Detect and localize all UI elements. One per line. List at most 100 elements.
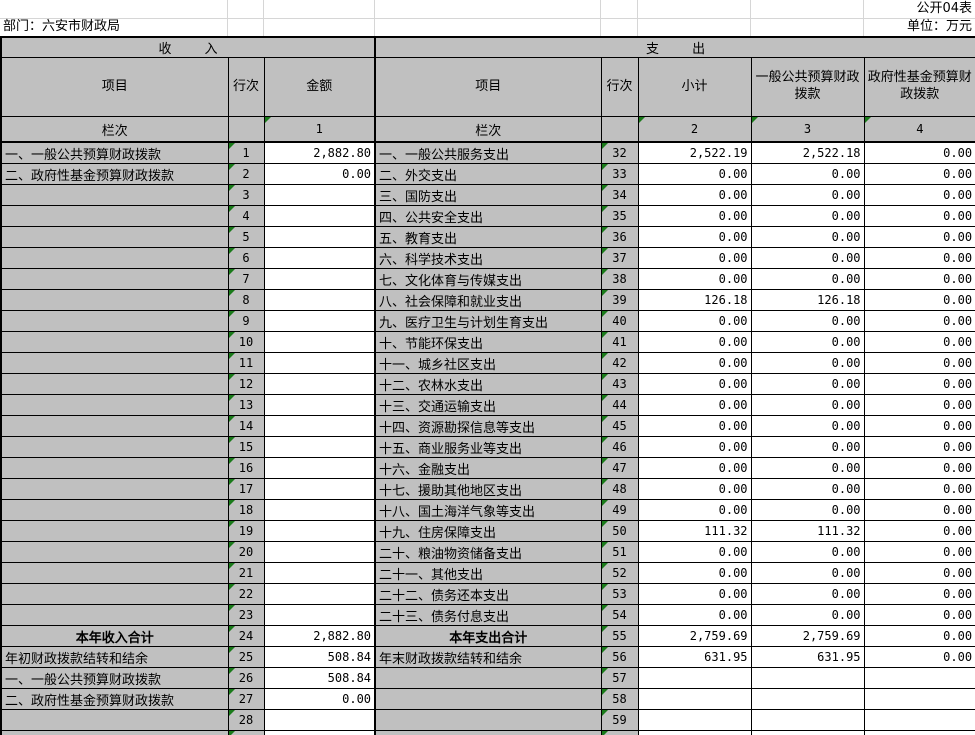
expenditure-item-cell[interactable]: 二十、粮油物资储备支出 [374,541,602,563]
expenditure-fund-cell[interactable]: 0.00 [863,373,975,395]
income-item-cell[interactable] [0,268,229,290]
expenditure-rowno-cell[interactable]: 35 [600,205,639,227]
expenditure-item-cell[interactable] [374,709,602,731]
expenditure-item-cell[interactable] [374,667,602,689]
expenditure-fund-cell[interactable] [863,709,975,731]
expenditure-subtotal-cell[interactable]: 0.00 [637,268,752,290]
expenditure-fund-cell[interactable]: 0.00 [863,352,975,374]
expenditure-fund-cell[interactable]: 0.00 [863,141,975,164]
expenditure-rowno-cell[interactable]: 47 [600,457,639,479]
expenditure-general-cell[interactable]: 0.00 [750,310,865,332]
expenditure-item-cell[interactable]: 十五、商业服务业等支出 [374,436,602,458]
income-lanci-blank[interactable] [227,116,265,143]
expenditure-rowno-cell[interactable]: 44 [600,394,639,416]
expenditure-item-cell[interactable]: 十、节能环保支出 [374,331,602,353]
expenditure-item-header[interactable]: 项目 [374,57,602,117]
income-item-cell[interactable]: 一、一般公共预算财政拨款 [0,141,229,164]
income-item-cell[interactable] [0,604,229,626]
income-amount-cell[interactable] [263,247,376,269]
expenditure-item-cell[interactable]: 十一、城乡社区支出 [374,352,602,374]
expenditure-fund-cell[interactable] [863,667,975,689]
expenditure-general-cell[interactable]: 0.00 [750,415,865,437]
expenditure-govfund-header[interactable]: 政府性基金预算财政拨款 [863,57,975,117]
expenditure-general-cell[interactable] [750,688,865,710]
expenditure-subtotal-cell[interactable]: 0.00 [637,583,752,605]
expenditure-fund-cell[interactable]: 0.00 [863,226,975,248]
expenditure-fund-cell[interactable]: 0.00 [863,562,975,584]
expenditure-item-cell[interactable]: 二十一、其他支出 [374,562,602,584]
expenditure-rowno-cell[interactable]: 54 [600,604,639,626]
expenditure-fund-cell[interactable] [863,688,975,710]
expenditure-item-cell[interactable]: 十七、援助其他地区支出 [374,478,602,500]
income-rowno-cell[interactable]: 28 [227,709,265,731]
income-amount-cell[interactable] [263,394,376,416]
expenditure-subtotal-header[interactable]: 小计 [637,57,752,117]
income-rowno-cell[interactable]: 27 [227,688,265,710]
expenditure-general-cell[interactable]: 0.00 [750,352,865,374]
expenditure-rowno-cell[interactable]: 42 [600,352,639,374]
expenditure-rowno-cell[interactable]: 43 [600,373,639,395]
expenditure-fund-cell[interactable]: 0.00 [863,415,975,437]
expenditure-subtotal-cell[interactable] [637,688,752,710]
income-rowno-header[interactable]: 行次 [227,57,265,117]
expenditure-rowno-cell[interactable]: 58 [600,688,639,710]
expenditure-item-cell[interactable]: 十四、资源勘探信息等支出 [374,415,602,437]
income-rowno-cell[interactable]: 13 [227,394,265,416]
income-amount-cell[interactable] [263,226,376,248]
expenditure-rowno-cell[interactable]: 57 [600,667,639,689]
expenditure-item-cell[interactable]: 二十二、债务还本支出 [374,583,602,605]
income-item-cell[interactable] [0,415,229,437]
income-section-header[interactable]: 收 入 [0,36,376,58]
income-amount-cell[interactable]: 2,882.80 [263,625,376,647]
income-item-cell[interactable] [0,247,229,269]
income-rowno-cell[interactable]: 21 [227,562,265,584]
expenditure-fund-cell[interactable]: 0.00 [863,625,975,647]
expenditure-subtotal-cell[interactable]: 0.00 [637,604,752,626]
income-rowno-cell[interactable]: 12 [227,373,265,395]
expenditure-subtotal-cell[interactable]: 2,522.19 [637,141,752,164]
income-amount-cell[interactable] [263,205,376,227]
income-amount-cell[interactable] [263,331,376,353]
income-rowno-cell[interactable]: 4 [227,205,265,227]
expenditure-fund-cell[interactable]: 0.00 [863,520,975,542]
expenditure-item-cell[interactable]: 五、教育支出 [374,226,602,248]
expenditure-fund-cell[interactable]: 0.00 [863,730,975,735]
expenditure-fund-cell[interactable]: 0.00 [863,394,975,416]
expenditure-fund-cell[interactable]: 0.00 [863,205,975,227]
income-amount-cell[interactable] [263,520,376,542]
expenditure-general-cell[interactable]: 0.00 [750,184,865,206]
expenditure-lanci-label[interactable]: 栏次 [374,116,602,143]
expenditure-fund-cell[interactable]: 0.00 [863,331,975,353]
income-item-cell[interactable] [0,457,229,479]
expenditure-rowno-cell[interactable]: 60 [600,730,639,735]
income-rowno-cell[interactable]: 19 [227,520,265,542]
expenditure-lanci-blank[interactable] [600,116,639,143]
expenditure-subtotal-cell[interactable]: 0.00 [637,331,752,353]
expenditure-general-cell[interactable]: 631.95 [750,646,865,668]
expenditure-fund-cell[interactable]: 0.00 [863,310,975,332]
expenditure-subtotal-cell[interactable]: 631.95 [637,646,752,668]
expenditure-rowno-cell[interactable]: 34 [600,184,639,206]
income-rowno-cell[interactable]: 11 [227,352,265,374]
expenditure-general-cell[interactable]: 0.00 [750,205,865,227]
expenditure-general-cell[interactable]: 0.00 [750,499,865,521]
income-amount-cell[interactable] [263,604,376,626]
income-amount-cell[interactable] [263,478,376,500]
expenditure-subtotal-cell[interactable]: 0.00 [637,478,752,500]
expenditure-fund-cell[interactable]: 0.00 [863,457,975,479]
income-amount-cell[interactable] [263,289,376,311]
expenditure-subtotal-cell[interactable]: 0.00 [637,163,752,185]
expenditure-item-cell[interactable]: 二十三、债务付息支出 [374,604,602,626]
expenditure-subtotal-cell[interactable]: 0.00 [637,373,752,395]
expenditure-general-cell[interactable]: 3,391.64 [750,730,865,735]
expenditure-rowno-cell[interactable]: 41 [600,331,639,353]
expenditure-item-cell[interactable]: 总计 [374,730,602,735]
expenditure-column-number[interactable]: 2 [637,116,752,143]
expenditure-rowno-cell[interactable]: 40 [600,310,639,332]
expenditure-fund-cell[interactable]: 0.00 [863,646,975,668]
department-cell[interactable]: 部门：六安市财政局 [3,19,121,34]
expenditure-rowno-cell[interactable]: 49 [600,499,639,521]
expenditure-general-cell[interactable]: 0.00 [750,268,865,290]
income-amount-cell[interactable] [263,499,376,521]
expenditure-subtotal-cell[interactable]: 0.00 [637,352,752,374]
